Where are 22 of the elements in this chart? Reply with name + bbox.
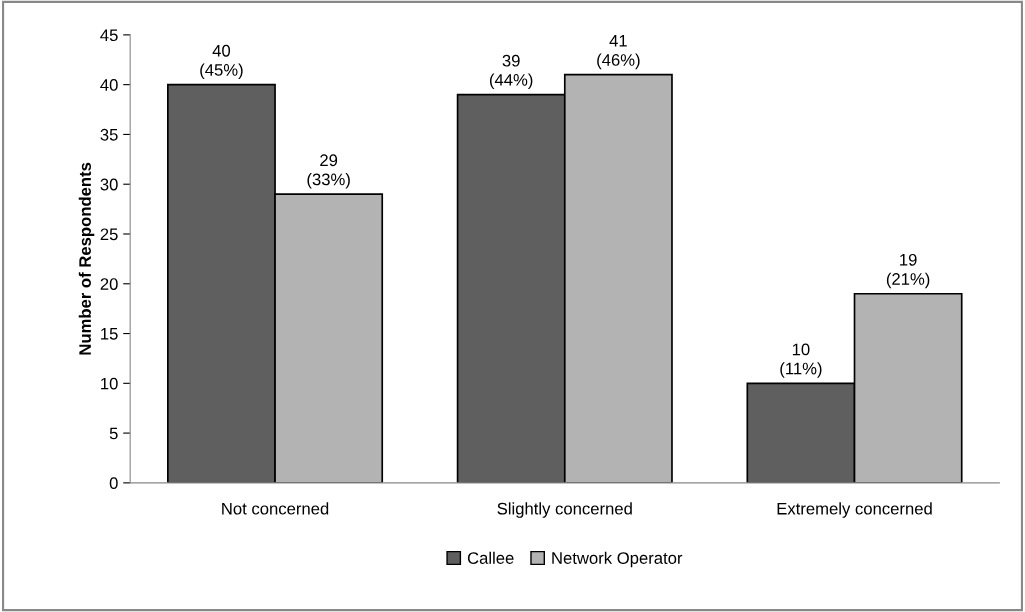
y-tick-label: 5 — [109, 427, 118, 440]
y-tick-label: 25 — [100, 228, 118, 241]
y-tick-label: 15 — [101, 328, 118, 340]
y-tick-label: 30 — [100, 178, 118, 191]
y-tick-label: 45 — [100, 29, 118, 42]
y-tick-label: 10 — [101, 377, 118, 390]
x-tick-label: Slightly concerned — [497, 502, 632, 518]
y-axis-title: Number of Respondents — [78, 162, 95, 355]
data-label: 10 (11%) — [780, 343, 822, 378]
x-tick-label: Extremely concerned — [777, 502, 932, 518]
y-tick-label: 40 — [100, 79, 118, 91]
y-tick-label: 20 — [100, 278, 118, 290]
data-label: 29 (33%) — [307, 154, 350, 189]
legend-label: Network Operator — [552, 551, 683, 568]
y-tick-label: 35 — [100, 128, 118, 141]
y-tick-label: 0 — [109, 477, 118, 490]
x-tick-label: Not concerned — [222, 502, 329, 515]
data-label: 41 (46%) — [597, 35, 640, 70]
legend-label: Callee — [467, 551, 514, 564]
data-label: 40 (45%) — [200, 44, 243, 80]
data-label: 19 (21%) — [886, 253, 930, 289]
data-label: 39 (44%) — [489, 54, 533, 90]
